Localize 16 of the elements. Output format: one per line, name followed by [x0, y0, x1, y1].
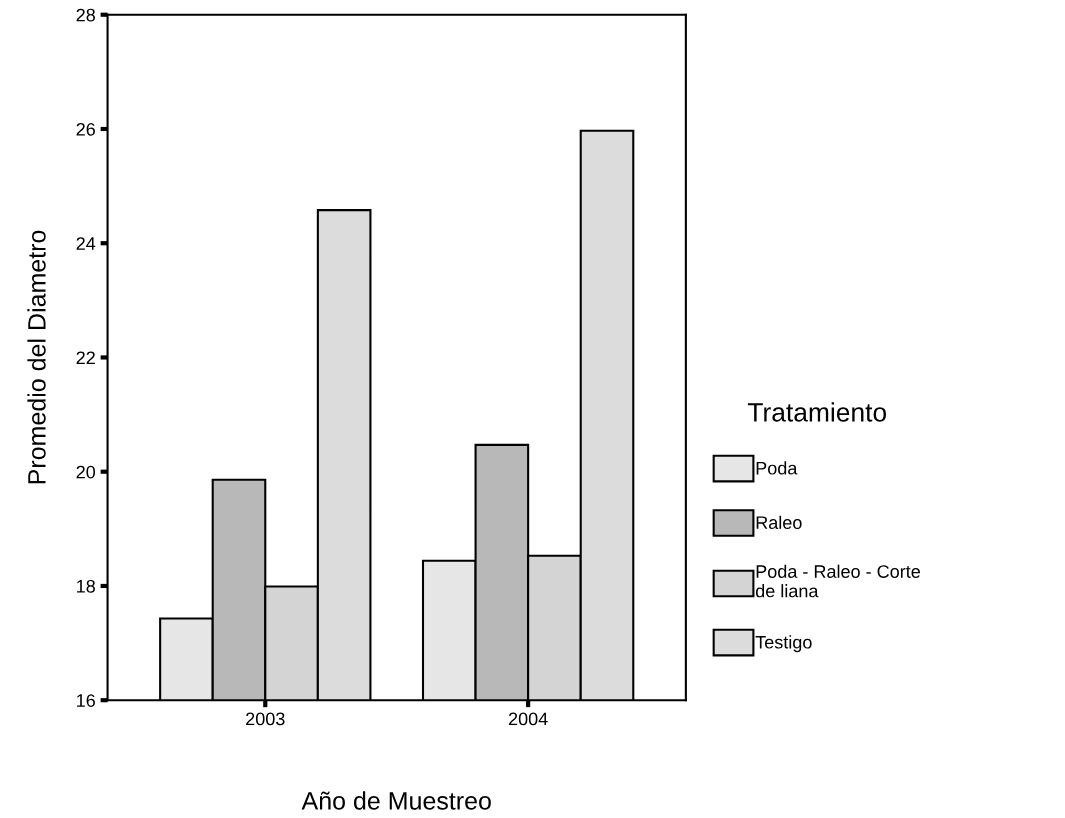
legend-title: Tratamiento: [747, 402, 887, 422]
y-tick-label: 16: [77, 694, 95, 707]
y-tick-label: 28: [76, 8, 95, 22]
y-tick-label: 20: [76, 465, 96, 479]
legend-label: Testigo: [755, 635, 812, 653]
y-axis-title: Promedio del Diametro: [27, 230, 46, 484]
y-tick-label: 18: [77, 579, 95, 593]
x-tick-label: 2003: [246, 712, 285, 726]
legend-label: Poda: [756, 461, 798, 475]
x-tick-label: 2004: [508, 712, 548, 726]
y-tick-label: 26: [76, 122, 95, 136]
legend-label: Raleo: [756, 515, 802, 529]
legend-label: Poda - Raleo - Corte de liana: [755, 564, 920, 598]
y-tick-label: 22: [76, 351, 95, 365]
x-axis-title: Año de Muestreo: [301, 791, 491, 810]
y-tick-label: 24: [76, 237, 96, 250]
